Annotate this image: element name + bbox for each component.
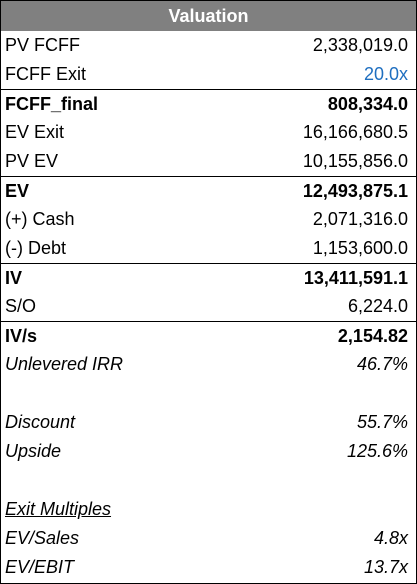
row-ev: EV 12,493,875.1 bbox=[1, 176, 416, 205]
blank-row bbox=[1, 466, 416, 495]
row-value: 2,154.82 bbox=[337, 325, 408, 346]
row-label: EV Exit bbox=[5, 122, 65, 142]
row-label: EV/EBIT bbox=[5, 557, 75, 577]
row-label: (+) Cash bbox=[5, 209, 75, 229]
row-value: 808,334.0 bbox=[327, 93, 408, 114]
row-exit-multiples-heading: Exit Multiples bbox=[1, 495, 416, 524]
row-value: 16,166,680.5 bbox=[302, 122, 408, 142]
row-value: 125.6% bbox=[346, 441, 408, 461]
row-label: Upside bbox=[5, 441, 62, 461]
row-ev-sales: EV/Sales 4.8x bbox=[1, 524, 416, 553]
row-label: (-) Debt bbox=[5, 238, 67, 258]
row-value: 6,224.0 bbox=[347, 296, 408, 316]
row-label: FCFF Exit bbox=[5, 64, 86, 84]
row-upside: Upside 125.6% bbox=[1, 437, 416, 466]
row-label: IV bbox=[5, 267, 23, 288]
row-label: EV bbox=[5, 180, 30, 201]
row-value: 1,153,600.0 bbox=[312, 238, 408, 258]
row-label: Unlevered IRR bbox=[5, 354, 124, 374]
row-pv-ev: PV EV 10,155,856.0 bbox=[1, 147, 416, 176]
row-value: 55.7% bbox=[356, 412, 408, 432]
row-value-input: 20.0x bbox=[363, 64, 408, 84]
row-label: EV/Sales bbox=[5, 528, 80, 548]
row-iv-per-share: IV/s 2,154.82 bbox=[1, 321, 416, 350]
row-cash: (+) Cash 2,071,316.0 bbox=[1, 205, 416, 234]
row-value: 10,155,856.0 bbox=[302, 151, 408, 171]
section-heading: Exit Multiples bbox=[5, 499, 112, 519]
row-label: S/O bbox=[5, 296, 37, 316]
row-value: 13,411,591.1 bbox=[303, 267, 408, 288]
row-debt: (-) Debt 1,153,600.0 bbox=[1, 234, 416, 263]
row-label: Discount bbox=[5, 412, 76, 432]
row-value: 2,338,019.0 bbox=[312, 35, 408, 55]
row-label: PV FCFF bbox=[5, 35, 80, 55]
row-fcff-exit: FCFF Exit 20.0x bbox=[1, 60, 416, 89]
blank-row bbox=[1, 379, 416, 408]
row-value: 2,071,316.0 bbox=[312, 209, 408, 229]
row-value: 12,493,875.1 bbox=[302, 180, 408, 201]
row-so: S/O 6,224.0 bbox=[1, 292, 416, 321]
row-label: PV EV bbox=[5, 151, 59, 171]
row-fcff-final: FCFF_final 808,334.0 bbox=[1, 89, 416, 118]
row-pv-fcff: PV FCFF 2,338,019.0 bbox=[1, 31, 416, 60]
row-label: FCFF_final bbox=[5, 93, 98, 114]
row-value: 4.8x bbox=[373, 528, 408, 548]
row-discount: Discount 55.7% bbox=[1, 408, 416, 437]
row-value: 46.7% bbox=[356, 354, 408, 374]
row-unlevered-irr: Unlevered IRR 46.7% bbox=[1, 350, 416, 379]
row-ev-exit: EV Exit 16,166,680.5 bbox=[1, 118, 416, 147]
table-title: Valuation bbox=[1, 1, 416, 31]
row-value: 13.7x bbox=[363, 557, 408, 577]
row-ev-ebit: EV/EBIT 13.7x bbox=[1, 553, 416, 582]
row-iv: IV 13,411,591.1 bbox=[1, 263, 416, 292]
row-label: IV/s bbox=[5, 325, 38, 346]
